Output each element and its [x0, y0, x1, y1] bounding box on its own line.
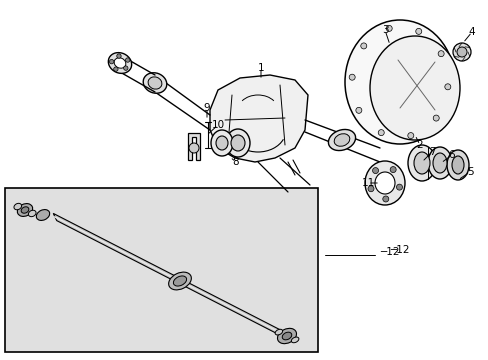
Ellipse shape	[427, 147, 451, 179]
Text: 8: 8	[232, 157, 239, 167]
Ellipse shape	[210, 130, 232, 156]
Ellipse shape	[413, 152, 429, 174]
Bar	[5, 188, 317, 352]
Ellipse shape	[451, 156, 463, 174]
Ellipse shape	[345, 20, 454, 144]
Text: 3: 3	[381, 25, 387, 35]
Circle shape	[117, 54, 121, 58]
Circle shape	[386, 26, 391, 31]
Ellipse shape	[230, 135, 244, 151]
Ellipse shape	[148, 77, 162, 89]
Ellipse shape	[21, 207, 29, 213]
Ellipse shape	[114, 58, 125, 68]
Circle shape	[437, 51, 443, 57]
Circle shape	[348, 74, 354, 80]
Circle shape	[367, 186, 373, 192]
Polygon shape	[53, 213, 286, 339]
Text: 7: 7	[428, 147, 434, 157]
Ellipse shape	[282, 332, 291, 340]
Circle shape	[123, 66, 128, 70]
Circle shape	[444, 84, 450, 90]
Circle shape	[389, 167, 395, 172]
Ellipse shape	[291, 337, 298, 343]
Circle shape	[355, 107, 361, 113]
Circle shape	[372, 167, 378, 174]
Ellipse shape	[446, 150, 468, 180]
Text: ─12: ─12	[389, 245, 408, 255]
Circle shape	[407, 132, 413, 139]
Ellipse shape	[432, 153, 446, 173]
Polygon shape	[209, 75, 307, 162]
Circle shape	[125, 58, 130, 62]
Ellipse shape	[369, 36, 459, 140]
Text: 5: 5	[466, 167, 472, 177]
Ellipse shape	[28, 210, 36, 217]
Ellipse shape	[108, 53, 131, 73]
Circle shape	[378, 130, 384, 136]
Text: 1: 1	[257, 63, 264, 73]
Ellipse shape	[173, 276, 186, 286]
Circle shape	[109, 59, 114, 64]
Circle shape	[382, 196, 388, 202]
Text: 9: 9	[203, 103, 210, 113]
Circle shape	[415, 28, 421, 34]
Ellipse shape	[407, 145, 435, 181]
Ellipse shape	[374, 172, 394, 194]
Text: 4: 4	[468, 27, 474, 37]
Ellipse shape	[333, 134, 349, 146]
Ellipse shape	[456, 47, 466, 57]
Ellipse shape	[168, 272, 191, 290]
Circle shape	[360, 43, 366, 49]
Ellipse shape	[328, 130, 355, 150]
Ellipse shape	[17, 203, 33, 216]
Circle shape	[113, 67, 118, 71]
Ellipse shape	[275, 329, 282, 335]
Ellipse shape	[36, 210, 50, 220]
Text: 2: 2	[416, 140, 423, 150]
Circle shape	[396, 184, 402, 190]
Ellipse shape	[143, 73, 166, 93]
Ellipse shape	[364, 161, 404, 205]
Text: ─12: ─12	[379, 247, 399, 257]
Circle shape	[189, 143, 199, 153]
Polygon shape	[187, 133, 200, 160]
Text: 11: 11	[361, 178, 374, 188]
Ellipse shape	[452, 43, 470, 61]
Text: 6: 6	[448, 150, 454, 160]
Circle shape	[432, 115, 438, 121]
Ellipse shape	[225, 129, 249, 157]
Ellipse shape	[216, 136, 227, 150]
Polygon shape	[54, 216, 284, 335]
Text: 10: 10	[211, 120, 224, 130]
Ellipse shape	[14, 203, 21, 210]
Ellipse shape	[277, 328, 296, 344]
